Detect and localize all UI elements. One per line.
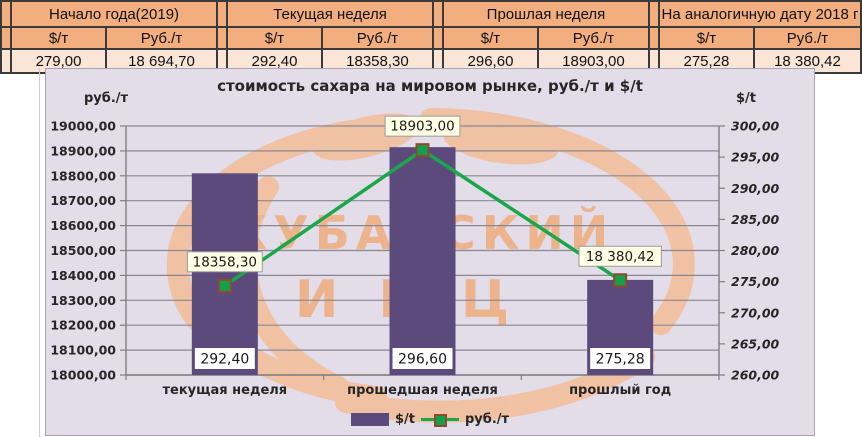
subheader-rub[interactable]: Руб./т <box>536 26 650 50</box>
subheader-rub[interactable]: Руб./т <box>104 26 218 50</box>
chart-title: стоимость сахара на мировом рынке, руб./… <box>217 77 643 95</box>
right-axis-tick-label: 280,00 <box>731 243 780 258</box>
left-axis-tick-label: 18900,00 <box>50 143 116 158</box>
line-marker <box>217 278 232 293</box>
spacer-cell <box>647 26 661 50</box>
bar-data-label: 275,28 <box>596 352 645 368</box>
group-header-last-week[interactable]: Прошлая неделя <box>442 0 650 28</box>
bar-data-label-box <box>390 346 455 371</box>
bar-usd-per-ton <box>389 147 456 375</box>
line-data-label: 18903,00 <box>390 119 454 135</box>
legend-line-label: руб./т <box>464 412 510 427</box>
bar-data-label-box <box>192 346 257 371</box>
sugar-price-chart[interactable]: КУБАНСКИЙИКЦ18000,0018100,0018200,001830… <box>45 68 815 436</box>
left-axis-unit-label: руб./т <box>84 91 129 106</box>
spacer-cell <box>0 26 13 50</box>
price-summary-table: Начало года(2019) Текущая неделя Прошлая… <box>0 0 862 74</box>
legend-bar-label: $/t <box>394 412 415 427</box>
group-header-year-start[interactable]: Начало года(2019) <box>10 0 218 28</box>
subheader-usd[interactable]: $/т <box>226 26 323 50</box>
category-label: прошлый год <box>569 383 672 398</box>
group-header-current-week[interactable]: Текущая неделя <box>226 0 434 28</box>
bar-data-label-box <box>588 346 653 371</box>
right-axis-tick-label: 275,00 <box>731 274 780 289</box>
category-label: прошедшая неделя <box>347 383 498 398</box>
right-axis-tick-label: 300,00 <box>731 119 780 134</box>
subheader-rub[interactable]: Руб./т <box>320 26 434 50</box>
left-axis-tick-label: 18600,00 <box>50 218 116 233</box>
left-axis-tick-label: 18100,00 <box>50 343 116 358</box>
right-axis-tick-label: 290,00 <box>731 181 780 196</box>
legend-line-marker-icon <box>433 414 447 427</box>
left-axis-tick-label: 18000,00 <box>50 368 116 383</box>
line-data-label-box <box>384 115 461 137</box>
subheader-usd[interactable]: $/т <box>658 26 755 50</box>
table-row-sub-headers: $/т Руб./т $/т Руб./т $/т Руб./т $/т Руб… <box>0 26 862 50</box>
right-axis-tick-label: 295,00 <box>731 150 780 165</box>
spacer-cell <box>215 48 229 74</box>
bar-usd-per-ton <box>191 173 258 375</box>
spacer-cell <box>0 48 13 74</box>
spacer-cell <box>215 26 229 50</box>
line-data-label: 18 380,42 <box>586 249 655 265</box>
left-axis-tick-label: 18400,00 <box>50 268 116 283</box>
chart-legend: $/t руб./т <box>46 412 814 427</box>
line-marker <box>613 273 628 288</box>
category-label: текущая неделя <box>162 383 288 398</box>
table-row-group-headers: Начало года(2019) Текущая неделя Прошлая… <box>0 0 862 28</box>
left-axis-tick-label: 18800,00 <box>50 168 116 183</box>
spacer-cell <box>431 0 445 28</box>
subheader-usd[interactable]: $/т <box>442 26 539 50</box>
spacer-cell <box>0 0 13 28</box>
spacer-cell <box>431 26 445 50</box>
subheader-rub[interactable]: Руб./т <box>752 26 862 50</box>
chart-canvas: КУБАНСКИЙИКЦ18000,0018100,0018200,001830… <box>50 108 780 423</box>
line-data-label: 18358,30 <box>193 254 257 270</box>
subheader-usd[interactable]: $/т <box>10 26 107 50</box>
spacer-cell <box>215 0 229 28</box>
bar-data-label: 292,40 <box>200 352 249 368</box>
legend-line-swatch <box>420 413 459 427</box>
right-axis-tick-label: 285,00 <box>731 212 780 227</box>
right-axis-tick-label: 270,00 <box>731 305 780 320</box>
left-axis-tick-label: 18700,00 <box>50 193 116 208</box>
spacer-cell <box>647 48 661 74</box>
left-axis-tick-label: 18200,00 <box>50 318 116 333</box>
line-data-label-box <box>186 251 263 273</box>
line-data-label-box <box>578 245 662 267</box>
bar-data-label: 296,60 <box>398 352 447 368</box>
watermark-blob <box>443 121 559 165</box>
right-axis-tick-label: 265,00 <box>731 336 780 351</box>
line-marker <box>415 143 430 158</box>
spacer-cell <box>647 0 661 28</box>
left-axis-tick-label: 18500,00 <box>50 243 116 258</box>
right-axis-unit-label: $/t <box>736 91 757 106</box>
right-axis-tick-label: 260,00 <box>731 368 780 383</box>
group-header-same-date-2018[interactable]: На аналогичную дату 2018 г <box>658 0 862 28</box>
sheet-column-gridline <box>39 68 40 437</box>
left-axis-tick-label: 18300,00 <box>50 293 116 308</box>
left-axis-tick-label: 19000,00 <box>50 119 116 134</box>
legend-bar-swatch <box>350 413 389 426</box>
